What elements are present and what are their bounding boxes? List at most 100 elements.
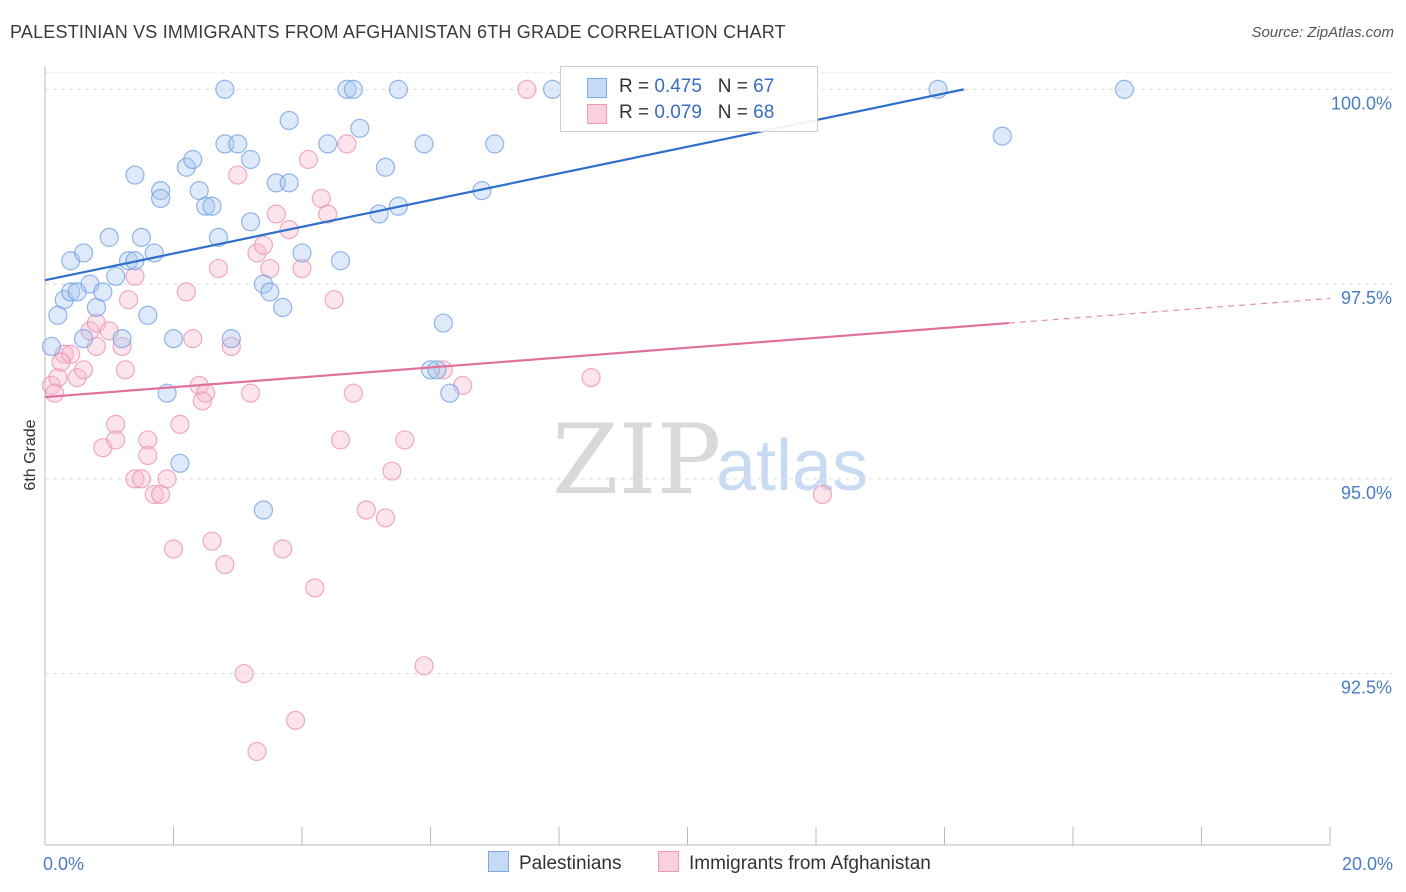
afghanistan-point <box>356 500 376 520</box>
afghanistan-point <box>285 710 306 730</box>
bottom-legend-label-1: Palestinians <box>519 853 622 874</box>
afghanistan-point <box>138 445 158 466</box>
y-axis-label: 6th Grade <box>22 419 39 490</box>
legend-n-value-1: 67 <box>753 76 775 97</box>
afghanistan-point <box>305 578 325 598</box>
palestinian-point <box>337 79 357 99</box>
y-tick-label: 92.5% <box>1341 678 1392 698</box>
palestinian-point <box>241 149 261 170</box>
afghanistan-point <box>106 414 126 434</box>
afghanistan-point <box>247 243 267 263</box>
afghanistan-point <box>176 282 196 302</box>
afghanistan-point <box>73 360 94 380</box>
afghanistan-point <box>112 336 132 357</box>
afghanistan-point <box>221 336 241 357</box>
y-tick-label: 95.0% <box>1341 483 1392 503</box>
legend-r-value-1: 0.475 <box>654 76 702 97</box>
palestinian-point <box>440 383 460 403</box>
afghanistan-point <box>144 484 164 505</box>
afghanistan-point <box>517 79 537 99</box>
afghanistan-point <box>163 539 184 559</box>
afghanistan-trend-extension <box>1008 297 1331 324</box>
afghanistan-point <box>170 414 190 434</box>
palestinian-point <box>1114 79 1135 99</box>
palestinian-point <box>241 212 261 232</box>
afghanistan-point <box>337 134 357 154</box>
legend-n-label: N = <box>717 76 748 97</box>
afghanistan-point <box>253 235 274 255</box>
afghanistan-point <box>202 531 222 551</box>
palestinian-point <box>253 274 274 294</box>
afghanistan-point <box>395 430 415 450</box>
palestinian-point <box>215 79 235 99</box>
palestinian-point <box>279 173 299 193</box>
palestinian-point <box>125 165 145 185</box>
palestinian-point <box>228 134 248 154</box>
palestinian-point <box>106 266 126 286</box>
palestinian-point <box>375 157 396 177</box>
palestinian-point <box>330 251 351 271</box>
legend-r-value-2: 0.079 <box>654 102 702 123</box>
palestinian-point <box>318 134 338 154</box>
afghanistan-point <box>228 165 248 185</box>
afghanistan-point <box>51 352 71 372</box>
palestinian-point <box>221 329 241 349</box>
afghanistan-point <box>157 469 177 489</box>
afghanistan-point <box>208 258 229 279</box>
palestinian-point <box>260 282 280 302</box>
legend-r-label-2: R = <box>619 102 650 123</box>
source-label: Source: ZipAtlas.com <box>1251 24 1394 41</box>
afghanistan-point <box>234 664 254 684</box>
palestinian-point <box>99 227 119 247</box>
palestinian-point <box>414 134 434 154</box>
x-tick-label: 0.0% <box>43 854 84 874</box>
palestinian-point <box>388 79 408 99</box>
palestinian-point <box>292 243 312 263</box>
bottom-legend-swatch-pink <box>658 851 679 872</box>
palestinian-point <box>151 181 171 201</box>
palestinian-point <box>163 329 184 349</box>
palestinian-point <box>485 134 505 154</box>
chart-title: PALESTINIAN VS IMMIGRANTS FROM AFGHANIST… <box>10 22 786 42</box>
watermark-zip: ZIP <box>552 404 721 516</box>
afghanistan-point <box>324 290 344 310</box>
bottom-legend-palestinians: Palestinians <box>488 851 621 875</box>
afghanistan-point <box>241 383 261 403</box>
legend-n-value-2: 68 <box>753 102 775 123</box>
bottom-legend-label-2: Immigrants from Afghanistan <box>689 853 931 874</box>
y-tick-label: 100.0% <box>1331 93 1392 113</box>
legend-r-label: R = <box>619 76 650 97</box>
palestinian-point <box>350 118 370 138</box>
legend-n-label-2: N = <box>717 102 748 123</box>
stats-legend: R = 0.475 N = 67 R = 0.079 N = 68 <box>560 66 818 132</box>
palestinian-point <box>202 196 222 216</box>
palestinian-point <box>151 188 171 209</box>
palestinian-point <box>73 329 94 349</box>
palestinian-point <box>279 110 299 131</box>
palestinian-point <box>176 157 196 177</box>
palestinian-point <box>208 227 229 247</box>
afghanistan-point <box>215 554 235 575</box>
afghanistan-point <box>106 430 126 450</box>
palestinian-point <box>542 79 563 99</box>
afghanistan-point <box>45 383 65 403</box>
palestinian-point <box>73 243 94 263</box>
y-tick-label: 97.5% <box>1341 288 1392 308</box>
afghanistan-point <box>48 368 68 388</box>
afghanistan-point <box>318 204 338 224</box>
afghanistan-trend-line <box>44 321 1009 399</box>
afghanistan-point <box>298 149 319 170</box>
afghanistan-point <box>125 469 145 489</box>
afghanistan-point <box>292 258 312 279</box>
palestinians-trend-line <box>44 88 964 282</box>
palestinian-point <box>253 500 274 520</box>
afghanistan-point <box>266 204 286 224</box>
afghanistan-point <box>581 368 601 388</box>
palestinian-point <box>420 360 441 380</box>
afghanistan-point <box>330 430 351 450</box>
palestinian-point <box>992 126 1012 146</box>
watermark-atlas: atlas <box>716 426 868 506</box>
afghanistan-point <box>247 741 267 762</box>
legend-swatch-pink <box>587 104 607 124</box>
